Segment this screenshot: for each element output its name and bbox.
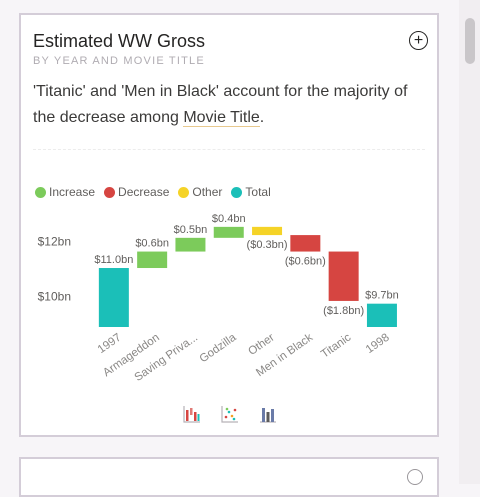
visual-card: Estimated WW Gross BY YEAR AND MOVIE TIT… [19, 13, 439, 437]
next-visual-card [19, 457, 439, 497]
waterfall-chart: $10bn$12bn$11.0bn1997$0.6bnArmageddon$0.… [38, 213, 399, 384]
y-tick-label: $10bn [38, 289, 71, 303]
waterfall-bar [137, 251, 168, 269]
legend-item-increase[interactable]: Increase [35, 185, 95, 199]
waterfall-chart-icon[interactable] [182, 404, 202, 424]
waterfall-bar [252, 226, 283, 236]
data-label: $0.5bn [174, 224, 208, 236]
data-label: $0.6bn [135, 238, 169, 250]
card-subtitle: BY YEAR AND MOVIE TITLE [33, 55, 205, 67]
legend-item-decrease[interactable]: Decrease [104, 185, 169, 199]
y-tick-label: $12bn [38, 235, 71, 249]
insight-sentence: 'Titanic' and 'Men in Black' account for… [33, 83, 408, 126]
scatter-chart-icon[interactable] [220, 404, 240, 424]
legend-label-decrease: Decrease [118, 185, 170, 199]
column-chart-icon[interactable] [258, 404, 278, 424]
category-label: Other [246, 332, 277, 358]
data-label: $0.4bn [212, 213, 246, 225]
data-label: $11.0bn [94, 254, 133, 266]
data-label: ($1.8bn) [323, 305, 364, 317]
waterfall-bar [290, 235, 321, 252]
legend-dot-decrease [104, 186, 116, 198]
data-label: ($0.3bn) [247, 239, 288, 251]
legend-dot-other [178, 186, 190, 198]
plus-circle-icon[interactable]: + [409, 31, 428, 50]
chart-legend: Increase Decrease Other Total [35, 185, 271, 199]
category-label: 1998 [364, 332, 392, 357]
divider [33, 149, 425, 150]
card-title: Estimated WW Gross [33, 31, 206, 51]
legend-label-other: Other [192, 185, 223, 199]
category-label: Godzilla [198, 331, 239, 365]
legend-item-other[interactable]: Other [178, 185, 222, 199]
plus-circle-icon[interactable] [407, 469, 423, 485]
waterfall-bar [98, 268, 129, 327]
scrollbar-thumb[interactable] [465, 18, 475, 64]
insight-field-link[interactable]: Movie Title [183, 109, 260, 127]
waterfall-bar [366, 303, 397, 327]
legend-dot-increase [35, 186, 46, 198]
scrollbar[interactable] [459, 0, 480, 484]
insight-text: 'Titanic' and 'Men in Black' account for… [33, 79, 425, 131]
legend-label-total: Total [245, 185, 271, 199]
category-label: Titanic [319, 331, 353, 360]
waterfall-bar [175, 237, 206, 252]
chart-type-icons [182, 404, 278, 424]
legend-dot-total [231, 186, 243, 198]
legend-label-increase: Increase [49, 185, 96, 199]
waterfall-bar [213, 226, 244, 238]
category-label: 1997 [96, 332, 124, 357]
insight-end: . [259, 109, 265, 126]
waterfall-bar [328, 251, 359, 301]
data-label: $9.7bn [365, 290, 399, 302]
data-label: ($0.6bn) [285, 256, 326, 268]
legend-item-total[interactable]: Total [231, 185, 271, 199]
